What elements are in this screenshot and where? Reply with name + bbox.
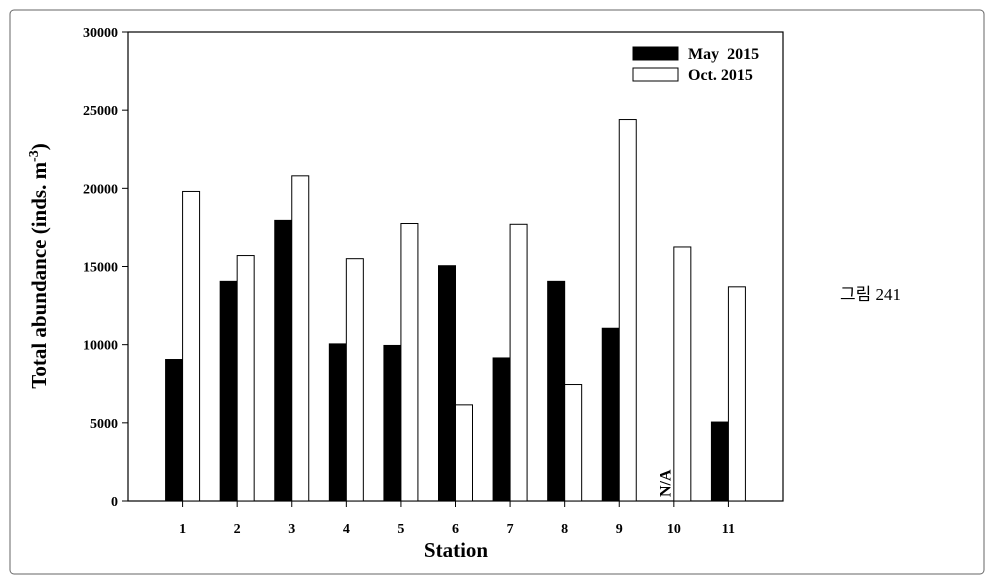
- legend-label: May 2015: [688, 46, 759, 63]
- y-axis-label-main: Total abundance (inds. m: [27, 161, 51, 388]
- x-tick-label: 6: [452, 522, 459, 537]
- bar: [455, 404, 473, 502]
- y-tick-label: 30000: [83, 26, 118, 41]
- bar: [345, 258, 364, 502]
- na-label: N/A: [657, 469, 674, 497]
- bar: [673, 246, 692, 502]
- bar: [727, 286, 746, 502]
- bar: [274, 219, 293, 502]
- bar: [328, 343, 347, 502]
- y-tick-label: 20000: [83, 182, 118, 197]
- y-tick-label: 5000: [90, 417, 118, 432]
- bar: [601, 327, 620, 502]
- bar: [400, 223, 419, 502]
- x-tick-label: 10: [667, 522, 681, 537]
- legend-label: Oct. 2015: [688, 67, 753, 84]
- y-axis-label-end: ): [27, 143, 51, 150]
- x-tick-label: 3: [288, 522, 295, 537]
- x-tick-label: 5: [397, 522, 404, 537]
- caption: 그림 241: [840, 285, 901, 304]
- bar: [564, 384, 583, 502]
- x-tick-label: 4: [343, 522, 350, 537]
- legend-swatch: [632, 46, 679, 61]
- bar: [219, 280, 238, 502]
- bar: [710, 421, 729, 502]
- x-axis-label: Station: [424, 538, 489, 562]
- x-tick-label: 2: [234, 522, 241, 537]
- bar: [291, 175, 310, 502]
- bar: [236, 255, 255, 502]
- bar: [165, 359, 184, 502]
- bar: [492, 357, 511, 502]
- x-tick-label: 11: [722, 522, 735, 537]
- x-tick-label: 1: [179, 522, 186, 537]
- bar: [383, 344, 402, 502]
- bar: [182, 190, 201, 502]
- x-tick-label: 8: [561, 522, 568, 537]
- bar: [438, 265, 456, 502]
- legend-swatch: [632, 67, 679, 82]
- bar: [509, 223, 528, 502]
- y-tick-label: 0: [111, 495, 118, 510]
- y-tick-label: 10000: [83, 339, 118, 354]
- x-tick-label: 9: [616, 522, 623, 537]
- y-axis-label-sup: -3: [27, 150, 42, 162]
- y-axis-label: Total abundance (inds. m-3): [27, 143, 51, 388]
- y-tick-label: 25000: [83, 104, 118, 119]
- x-tick-label: 7: [507, 522, 514, 537]
- y-tick-label: 15000: [83, 261, 118, 276]
- bar: [618, 119, 637, 502]
- bar: [547, 280, 566, 502]
